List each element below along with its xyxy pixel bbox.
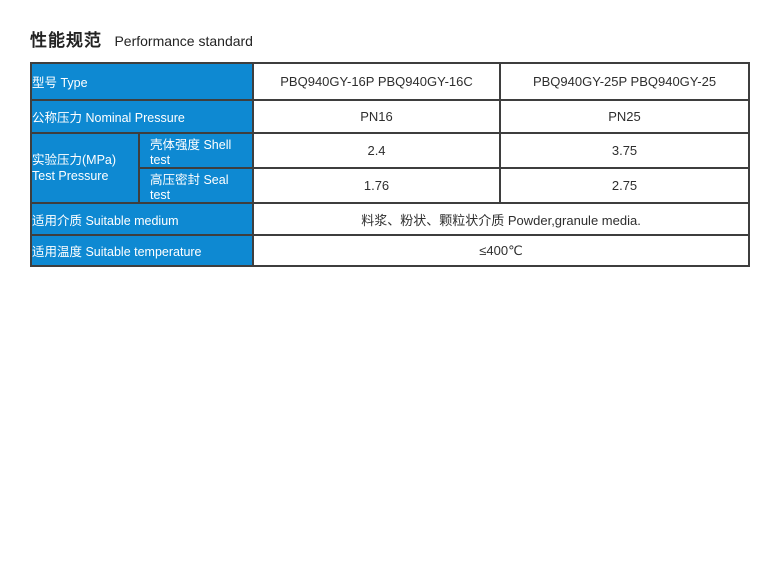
table-row-seal-test: 高压密封 Seal test 1.76 2.75 [31, 167, 751, 204]
table-row-shell-test: 实验压力(MPa) Test Pressure 壳体强度 Shell test … [30, 132, 751, 204]
test-pressure-label-en: Test Pressure [32, 169, 109, 183]
row-label-nominal-pressure: 公称压力 Nominal Pressure [29, 99, 255, 134]
cell-type-pn16: PBQ940GY-16P PBQ940GY-16C [252, 62, 502, 101]
row-label-suitable-medium: 适用介质 Suitable medium [29, 202, 255, 236]
row-label-type: 型号 Type [29, 62, 255, 101]
cell-suitable-temperature: ≤400℃ [252, 234, 751, 267]
table-row-suitable-temperature: 适用温度 Suitable temperature ≤400℃ [29, 234, 751, 267]
cell-suitable-medium: 料浆、粉状、颗粒状介质 Powder,granule media. [252, 202, 751, 236]
page-title: 性能规范 Performance standard [30, 26, 253, 51]
cell-seal-test-pn25: 2.75 [499, 167, 751, 204]
row-label-suitable-temperature: 适用温度 Suitable temperature [29, 234, 255, 267]
cell-shell-test-pn25: 3.75 [499, 132, 751, 169]
cell-shell-test-pn16: 2.4 [252, 132, 502, 169]
cell-type-pn25: PBQ940GY-25P PBQ940GY-25 [499, 62, 751, 101]
row-label-test-pressure: 实验压力(MPa) Test Pressure [30, 132, 140, 204]
table-row-nominal-pressure: 公称压力 Nominal Pressure PN16 PN25 [29, 99, 751, 134]
cell-nominal-pressure-pn16: PN16 [252, 99, 502, 134]
cell-nominal-pressure-pn25: PN25 [499, 99, 751, 134]
page-title-chinese: 性能规范 [30, 31, 102, 50]
test-pressure-label-zh: 实验压力(MPa) [32, 153, 117, 167]
page-title-english: Performance standard [114, 33, 253, 49]
table-row-suitable-medium: 适用介质 Suitable medium 料浆、粉状、颗粒状介质 Powder,… [29, 202, 751, 236]
row-label-shell-test: 壳体强度 Shell test [137, 132, 255, 169]
table-row-type: 型号 Type PBQ940GY-16P PBQ940GY-16C PBQ940… [29, 62, 751, 101]
performance-standard-table: 型号 Type PBQ940GY-16P PBQ940GY-16C PBQ940… [29, 62, 751, 267]
row-label-seal-test: 高压密封 Seal test [137, 167, 255, 204]
cell-seal-test-pn16: 1.76 [252, 167, 502, 204]
